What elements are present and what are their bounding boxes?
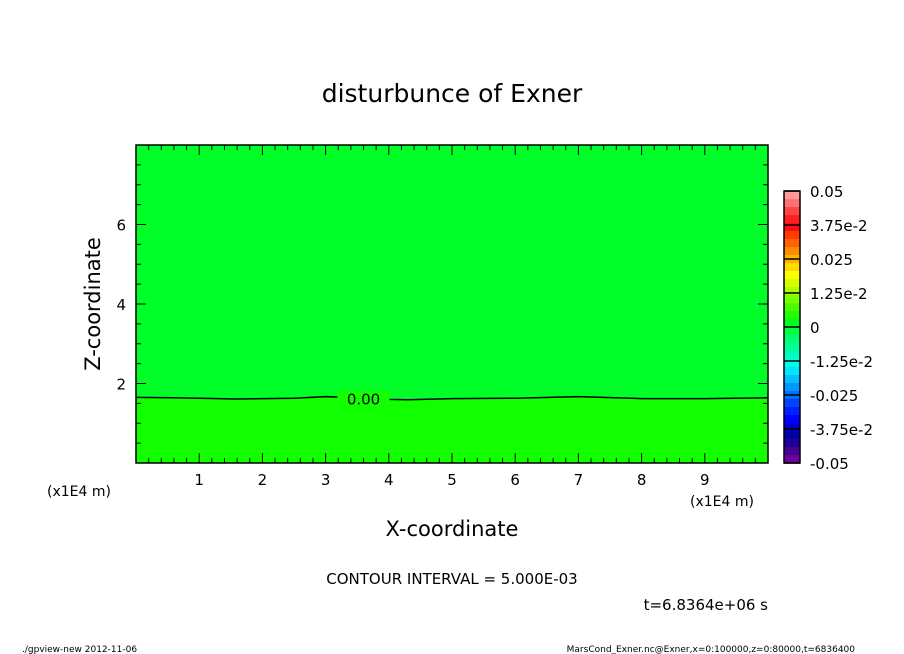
x-tick-label: 2 [258,471,268,489]
x-tick-label: 5 [447,471,457,489]
time-label: t=6.8364e+06 s [644,596,769,614]
colorbar-tick-label: 3.75e-2 [810,217,868,235]
x-unit-label-left: (x1E4 m) [47,484,111,500]
colorbar-swatch [784,199,800,208]
colorbar-swatch [784,335,800,344]
x-tick-label: 7 [574,471,584,489]
colorbar-tick-label: -1.25e-2 [810,353,873,371]
colorbar-swatch [784,431,800,440]
colorbar-swatch [784,383,800,392]
colorbar-tick-label: 1.25e-2 [810,285,868,303]
colorbar-swatch [784,295,800,304]
y-axis-label: Z-coordinate [81,237,105,371]
colorbar-swatch [784,263,800,272]
colorbar-swatch [784,239,800,248]
colorbar-swatch [784,367,800,376]
colorbar-swatch [784,191,800,200]
colorbar-swatch [784,247,800,256]
x-tick-label: 9 [700,471,710,489]
x-tick-label: 6 [510,471,520,489]
colorbar-tick-label: 0.05 [810,183,843,201]
x-tick-label: 8 [637,471,647,489]
colorbar-swatch [784,223,800,232]
colorbar-tick-label: 0.025 [810,251,853,269]
x-unit-label-right: (x1E4 m) [690,494,754,510]
colorbar-swatch [784,287,800,296]
chart-title: disturbunce of Exner [322,79,583,108]
region-below-contour [136,396,768,463]
colorbar-swatch [784,279,800,288]
y-tick-label: 2 [116,376,126,394]
colorbar-swatch [784,207,800,216]
colorbar-swatch [784,271,800,280]
contour-interval-label: CONTOUR INTERVAL = 5.000E-03 [326,570,577,588]
contour-label-gap [337,390,390,407]
colorbar-swatch [784,423,800,432]
colorbar-tick-label: 0 [810,319,820,337]
colorbar-swatch [784,447,800,456]
colorbar-swatch [784,351,800,360]
y-tick-label: 4 [116,296,126,314]
colorbar-swatch [784,319,800,328]
colorbar-swatch [784,231,800,240]
colorbar-swatch [784,407,800,416]
colorbar-swatch [784,439,800,448]
colorbar-tick-label: -0.05 [810,455,849,473]
y-tick-label: 6 [116,217,126,235]
colorbar-swatch [784,303,800,312]
contour-label: 0.00 [347,391,380,409]
footer-left: ./gpview-new 2012-11-06 [22,645,137,654]
colorbar-tick-label: -0.025 [810,387,858,405]
colorbar-frame [783,190,801,464]
x-tick-label: 3 [321,471,331,489]
x-tick-label: 4 [384,471,394,489]
colorbar-swatch [784,399,800,408]
colorbar-swatch [784,215,800,224]
x-axis-label: X-coordinate [386,517,519,541]
colorbar-swatch [784,343,800,352]
colorbar-swatch [784,311,800,320]
colorbar-swatch [784,375,800,384]
colorbar-swatch [784,359,800,368]
colorbar-tick-label: -3.75e-2 [810,421,873,439]
colorbar-swatch [784,415,800,424]
colorbar-swatch [784,455,800,464]
colorbar-swatch [784,327,800,336]
footer-right: MarsCond_Exner.nc@Exner,x=0:100000,z=0:8… [567,645,856,654]
x-tick-label: 1 [194,471,204,489]
